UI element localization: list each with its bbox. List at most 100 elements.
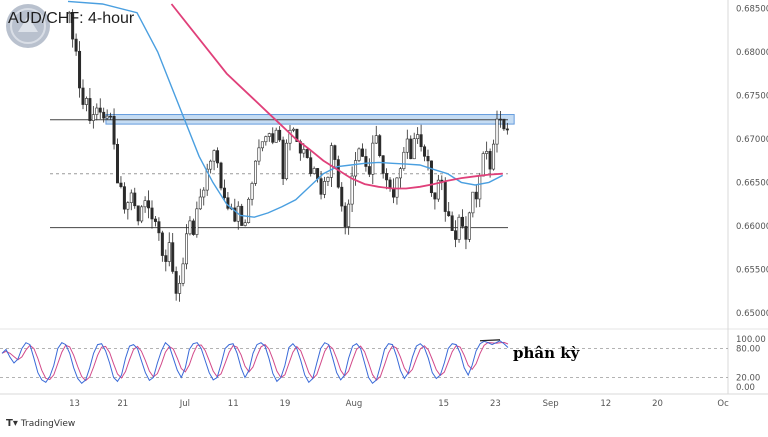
- candle-down: [502, 118, 506, 130]
- candle-down: [474, 191, 478, 200]
- candle-down: [74, 38, 78, 52]
- candle: [485, 141, 489, 160]
- ema-fast-line: [67, 0, 504, 218]
- candle-up: [198, 196, 202, 210]
- candle-up: [312, 168, 316, 174]
- candle: [222, 179, 226, 201]
- candle-down: [333, 145, 337, 160]
- candle: [333, 144, 337, 169]
- candle-up: [209, 160, 213, 170]
- candle-down: [216, 150, 220, 164]
- candle: [398, 166, 402, 188]
- price-tick-label: 0.66500: [736, 178, 768, 188]
- candle-up: [264, 136, 268, 143]
- divergence-annotation: phân kỳ: [513, 344, 580, 362]
- candle: [133, 187, 137, 209]
- candle: [198, 188, 202, 211]
- candle-up: [302, 149, 306, 154]
- candle: [454, 220, 458, 248]
- candle: [278, 126, 282, 142]
- candle-down: [278, 129, 282, 141]
- candle: [216, 147, 220, 168]
- candle: [202, 187, 206, 206]
- candle-up: [143, 200, 147, 208]
- candle-down: [88, 98, 92, 121]
- candle-down: [78, 50, 82, 89]
- candle: [254, 160, 258, 186]
- candle-down: [136, 205, 140, 222]
- candle-down: [164, 255, 168, 262]
- candle-up: [178, 283, 182, 294]
- time-tick-label: Aug: [346, 399, 363, 409]
- candle: [322, 176, 326, 199]
- candle: [364, 148, 368, 172]
- candle: [250, 181, 254, 206]
- candle-down: [381, 155, 385, 174]
- candle: [450, 211, 454, 231]
- candle: [357, 147, 361, 163]
- candle-down: [81, 87, 85, 105]
- candle-up: [84, 98, 88, 105]
- candle: [474, 184, 478, 208]
- candle-up: [126, 202, 130, 210]
- candle-up: [91, 114, 95, 121]
- candle: [126, 201, 130, 220]
- candle-up: [436, 179, 440, 200]
- candle-up: [492, 143, 496, 170]
- price-tick-label: 0.66000: [736, 222, 768, 232]
- candle-up: [95, 107, 99, 115]
- ema-slow-line: [170, 3, 503, 190]
- candle-down: [174, 271, 178, 294]
- candle: [471, 191, 475, 218]
- candle: [423, 144, 427, 162]
- candle-up: [247, 198, 251, 223]
- candle: [416, 127, 420, 144]
- candle-down: [433, 192, 437, 200]
- candle: [84, 96, 88, 112]
- candle: [498, 110, 502, 128]
- candle-up: [485, 151, 489, 154]
- candle: [402, 147, 406, 171]
- time-tick-label: 23: [490, 399, 501, 409]
- candle: [98, 98, 102, 120]
- candle: [492, 139, 496, 171]
- candle-down: [147, 200, 151, 209]
- candle-down: [112, 116, 116, 145]
- candle: [264, 135, 268, 146]
- candle-up: [212, 150, 216, 162]
- time-tick-label: 11: [228, 399, 239, 409]
- candle-down: [150, 207, 154, 220]
- candle: [174, 266, 178, 301]
- candle: [147, 190, 151, 219]
- candle: [150, 200, 154, 229]
- candle-down: [391, 187, 395, 198]
- candle-up: [354, 160, 358, 177]
- candle: [336, 155, 340, 189]
- candle: [74, 33, 78, 56]
- candle-up: [274, 129, 278, 143]
- time-tick-label: Sep: [543, 399, 559, 409]
- candle: [271, 127, 275, 145]
- candle-up: [398, 168, 402, 179]
- candle-up: [267, 133, 271, 137]
- candle-up: [250, 183, 254, 200]
- candle-down: [233, 207, 237, 222]
- candle: [171, 232, 175, 274]
- candle: [285, 139, 289, 181]
- candle: [464, 216, 468, 250]
- candle: [326, 176, 330, 187]
- candle-down: [447, 211, 451, 217]
- candle-up: [181, 263, 185, 284]
- candle: [385, 168, 389, 190]
- tradingview-brand[interactable]: T▾ TradingView: [6, 418, 75, 429]
- candle: [243, 219, 247, 227]
- divergence-line: [479, 339, 501, 342]
- candle-down: [505, 128, 509, 131]
- candle-down: [116, 143, 120, 184]
- tradingview-logo-icon: T▾: [6, 418, 18, 429]
- candle: [460, 209, 464, 229]
- candle: [288, 124, 292, 151]
- candle-down: [295, 128, 299, 142]
- candle: [109, 112, 113, 120]
- time-tick-label: 21: [117, 399, 128, 409]
